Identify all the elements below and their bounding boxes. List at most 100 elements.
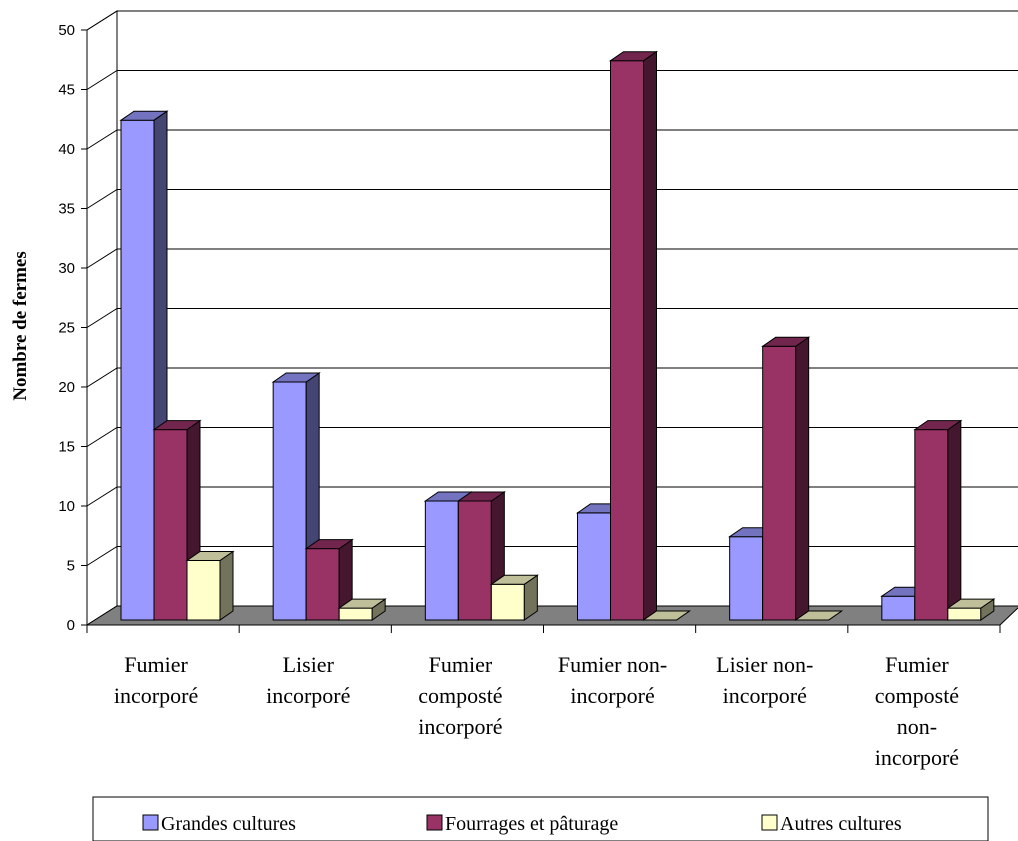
bar-front (947, 607, 982, 621)
bar (489, 574, 539, 621)
y-axis-label: Nombre de fermes (10, 251, 31, 401)
y-tick-label: 5 (67, 558, 75, 575)
category-label-line: incorporé (418, 714, 502, 739)
y-tick-label: 15 (58, 439, 75, 456)
legend-box (92, 796, 989, 841)
category-label-line: Fumier (885, 652, 949, 677)
y-tick-label: 40 (58, 141, 75, 158)
legend-swatch (142, 814, 159, 831)
bar-top (152, 420, 202, 431)
category-label: Fumier non-incorporé (558, 652, 667, 708)
bar-top (794, 610, 844, 621)
category-label-line: incorporé (266, 683, 350, 708)
category-label: Fumier composté non-incorporé (875, 652, 959, 770)
gridline (86, 427, 1018, 447)
bar-top (119, 110, 169, 121)
y-tick-label: 0 (67, 617, 75, 634)
bar-front (881, 595, 916, 621)
bar-top (456, 491, 506, 502)
y-tick-label: 50 (58, 22, 75, 39)
legend-swatch (426, 814, 443, 831)
category-label-line: Lisier non- (716, 652, 813, 677)
category-label: Fumier incorporé (114, 652, 198, 708)
bar-top (608, 51, 659, 62)
y-tick-label: 20 (58, 379, 75, 396)
category-label-line: Fumier (429, 652, 493, 677)
category-label-line: composté (418, 683, 502, 708)
gridline (86, 10, 1018, 31)
bar-front (272, 381, 307, 621)
bar-front (914, 429, 949, 621)
y-tick-labels: 0 5 10 15 20 25 30 35 40 45 50 (58, 22, 75, 634)
bar (641, 610, 692, 621)
bar-front (186, 560, 221, 621)
bar-front (729, 536, 764, 621)
gridline (86, 70, 1018, 90)
legend-label: Autres cultures (780, 813, 902, 835)
category-label: Lisier non-incorporé (716, 652, 813, 708)
bar-top (304, 539, 354, 550)
category-label-line: incorporé (570, 683, 654, 708)
bar-front (762, 345, 797, 621)
bar-front (305, 548, 340, 621)
bar-front (424, 500, 459, 621)
bar-top (271, 372, 321, 383)
bar-front (610, 60, 644, 621)
chart-walls (86, 10, 1018, 626)
bar (185, 550, 235, 621)
bar (761, 336, 811, 621)
axes (81, 29, 1001, 633)
category-label-line: incorporé (723, 683, 807, 708)
bar-top (946, 598, 996, 609)
bar (946, 598, 996, 621)
gridline (86, 308, 1018, 328)
bar-side (643, 50, 657, 621)
gridline (86, 189, 1018, 209)
legend-label: Fourrages et pâturage (445, 813, 618, 835)
bar-top (185, 551, 235, 561)
category-label-line: Fumier (124, 652, 188, 677)
category-label-line: non- (897, 714, 937, 739)
bar-side (947, 419, 962, 621)
bar (608, 50, 659, 621)
category-label-line: Fumier non- (558, 652, 667, 677)
category-label: Fumier composté incorporé (418, 652, 502, 739)
y-tick-label: 30 (58, 260, 75, 277)
bar (304, 538, 354, 621)
gridline (86, 248, 1018, 269)
legend-label: Grandes cultures (161, 813, 296, 835)
gridline (86, 367, 1018, 388)
x-category-labels: Fumier incorporé Lisier incorporé Fumier comp… (114, 652, 959, 770)
bar-front (153, 429, 188, 621)
category-label-line: Lisier (283, 652, 335, 677)
bar-front (457, 500, 492, 621)
bar-top (913, 420, 963, 431)
bar-front (120, 119, 155, 621)
gridline (86, 546, 1018, 566)
category-label-line: incorporé (114, 683, 198, 708)
bars (119, 50, 996, 621)
category-label: Lisier incorporé (266, 652, 350, 708)
y-tick-label: 10 (58, 498, 75, 515)
bar-front (338, 607, 373, 621)
bar (456, 491, 506, 621)
y-tick-label: 35 (58, 201, 75, 218)
bar-side (219, 550, 234, 621)
bar-front (490, 583, 525, 621)
bar-top (337, 598, 387, 609)
y-tick-label: 45 (58, 82, 75, 99)
bar-top (641, 610, 692, 621)
legend: Grandes cultures Fourrages et pâturage Aut… (92, 796, 989, 841)
bar (913, 419, 963, 621)
category-label-line: incorporé (875, 745, 959, 770)
bar (337, 598, 387, 621)
bar-top (489, 574, 539, 585)
bar-front (577, 512, 611, 621)
gridline (86, 486, 1018, 507)
bar-side (795, 336, 810, 621)
legend-swatch (761, 814, 778, 831)
gridline (86, 129, 1018, 150)
category-label-line: composté (875, 683, 959, 708)
bar (794, 610, 844, 621)
